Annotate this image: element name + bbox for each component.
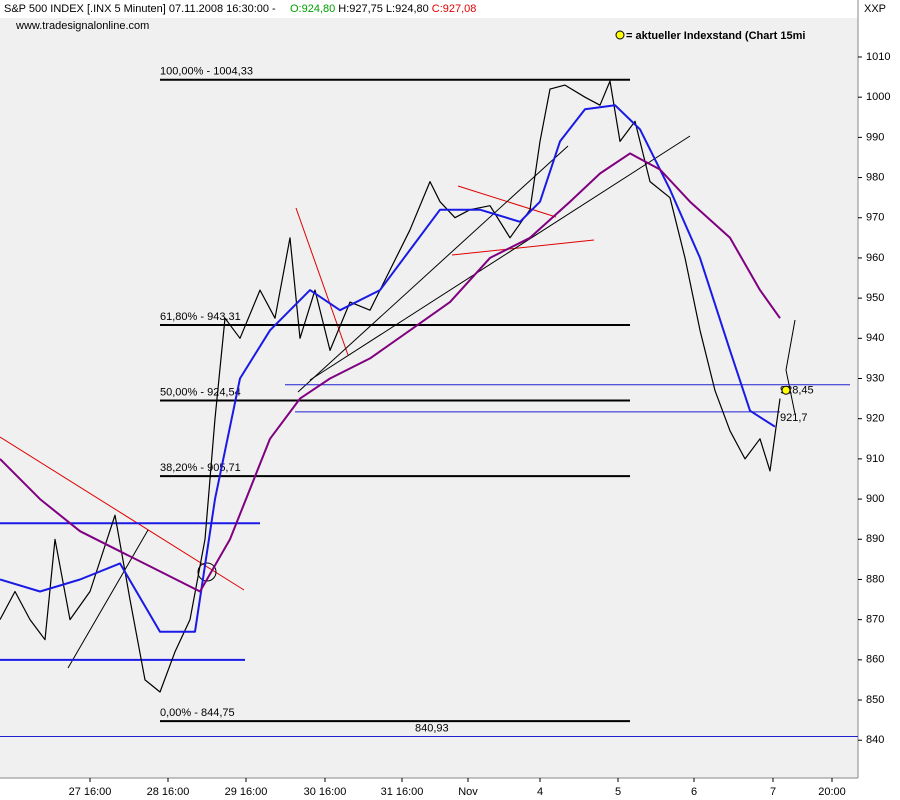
y-tick-label: 920 [866,413,884,425]
y-tick-label: 990 [866,131,884,143]
y-tick-label: 910 [866,453,884,465]
y-tick-label: 850 [866,694,884,706]
legend-marker [615,30,625,40]
y-tick-label: 930 [866,372,884,384]
series-line [0,104,776,633]
arrow [785,319,796,371]
level-label: 840,93 [415,722,449,734]
ohlc-value: O:924,80 [290,3,335,15]
arrow [785,369,796,415]
y-tick-label: 870 [866,614,884,626]
x-tick-label: 5 [615,786,621,798]
current-marker [781,385,791,395]
ohlc: O:924,80 H:927,75 L:924,80 C:927,08 [290,3,476,15]
trend-line [0,436,245,591]
series-line [0,80,781,693]
y-tick-label: 860 [866,654,884,666]
y-tick-label: 900 [866,493,884,505]
subtitle: www.tradesignalonline.com [15,20,149,32]
x-tick-label: 20:00 [818,786,846,798]
y-tick-label: 1000 [866,91,890,103]
y-tick-label: 970 [866,212,884,224]
y-tick-label: 950 [866,292,884,304]
series-line [0,152,781,593]
y-tick-label: 980 [866,171,884,183]
y-tick-label: 880 [866,573,884,585]
trend-line [67,529,149,669]
title: S&P 500 INDEX [.INX 5 Minuten] 07.11.200… [4,3,276,15]
trend-line [295,207,349,356]
trend-line [309,135,691,381]
ohlc-value: H:927,75 [338,3,383,15]
level-label: 100,00% - 1004,33 [160,66,253,78]
y-tick-label: 840 [866,734,884,746]
x-tick-label: 6 [691,786,697,798]
x-tick-label: 31 16:00 [381,786,424,798]
level-label: 0,00% - 844,75 [160,707,235,719]
y-tick-label: 890 [866,533,884,545]
trend-line [451,239,595,256]
level-label: 921,7 [780,412,808,424]
x-tick-label: 30 16:00 [304,786,347,798]
level-label: 50,00% - 924,54 [160,386,241,398]
level-label: 61,80% - 943,31 [160,311,241,323]
plot-area [0,18,858,778]
x-tick-label: 29 16:00 [225,786,268,798]
x-tick-label: 7 [770,786,776,798]
x-tick-label: 27 16:00 [69,786,112,798]
level-label: 38,20% - 905,71 [160,462,241,474]
y-tick-label: 940 [866,332,884,344]
axis-label: XXP [864,3,886,15]
ohlc-value: C:927,08 [432,3,477,15]
trend-lines [0,135,796,669]
trend-line [297,145,569,393]
y-tick-label: 960 [866,252,884,264]
x-tick-label: Nov [458,786,478,798]
ohlc-value: L:924,80 [386,3,429,15]
x-tick-label: 28 16:00 [147,786,190,798]
legend-text: = aktueller Indexstand (Chart 15mi [626,30,805,42]
header: S&P 500 INDEX [.INX 5 Minuten] 07.11.200… [4,3,276,15]
y-tick-label: 1010 [866,51,890,63]
x-tick-label: 4 [537,786,543,798]
